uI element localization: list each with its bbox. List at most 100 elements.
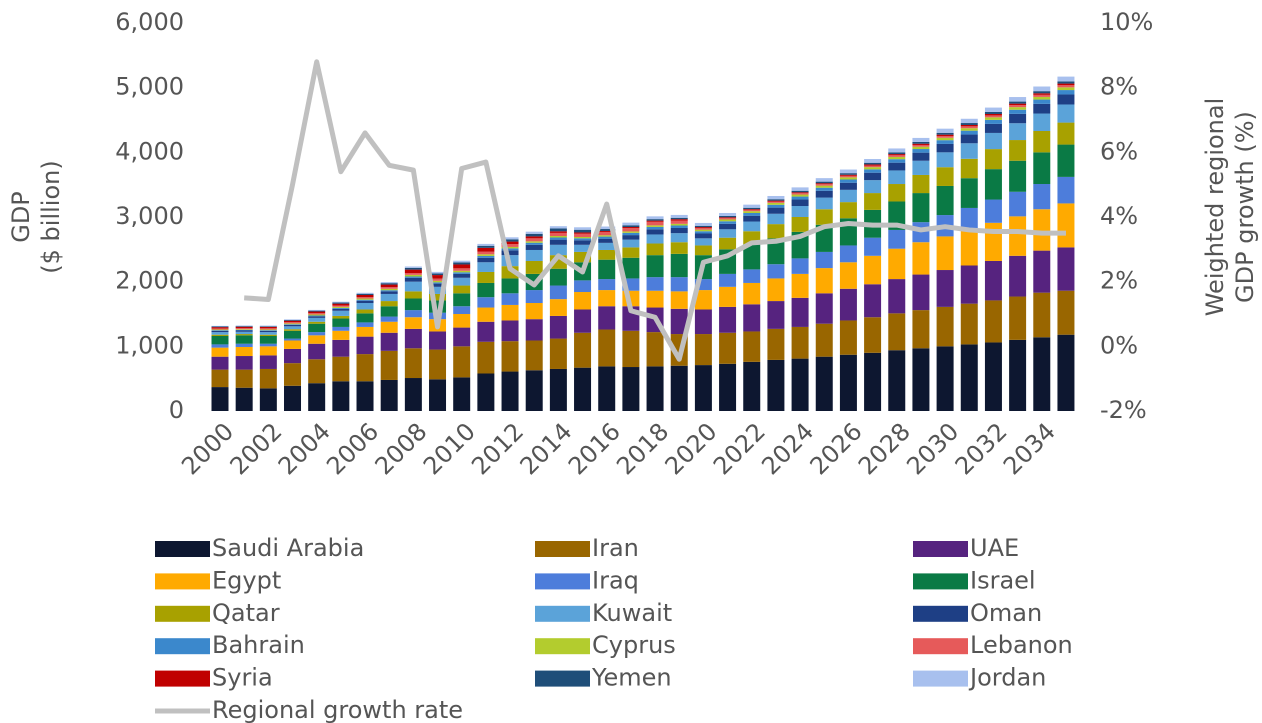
bar-segment xyxy=(1033,94,1051,97)
bar-segment xyxy=(791,258,809,274)
bar-segment xyxy=(308,310,326,312)
bar-segment xyxy=(743,211,761,213)
bar-segment xyxy=(839,354,857,411)
bar-segment xyxy=(912,160,930,175)
legend-swatch xyxy=(913,573,968,590)
bar-segment xyxy=(646,332,664,367)
bar-segment xyxy=(284,323,302,325)
bar-segment xyxy=(719,332,737,364)
bar-segment xyxy=(1057,203,1075,248)
bar-segment xyxy=(670,365,688,411)
bar-segment xyxy=(356,313,374,323)
legend-label: Iran xyxy=(592,534,639,562)
bar-segment xyxy=(670,227,688,234)
bar-segment xyxy=(888,229,906,249)
bar-segment xyxy=(694,279,712,291)
bar-segment xyxy=(404,298,422,311)
bar-segment xyxy=(308,335,326,344)
bar-segment xyxy=(888,184,906,202)
legend-label: Oman xyxy=(970,599,1042,627)
bar-segment xyxy=(404,281,422,292)
bar-segment xyxy=(719,223,737,230)
bar-segment xyxy=(791,196,809,200)
bar-segment xyxy=(791,199,809,207)
bar-segment xyxy=(501,237,519,240)
legend-swatch xyxy=(913,670,968,687)
bar-segment xyxy=(501,304,519,321)
bar-segment xyxy=(477,271,495,283)
bar-segment xyxy=(1033,130,1051,153)
bar-segment xyxy=(308,359,326,384)
bar-segment xyxy=(259,343,277,347)
bar-segment xyxy=(936,137,954,141)
bar-segment xyxy=(259,325,277,327)
x-tick-label: 2028 xyxy=(853,417,916,480)
bar-segment xyxy=(404,310,422,318)
bar-segment xyxy=(791,193,809,195)
bar-segment xyxy=(308,314,326,316)
bar-segment xyxy=(356,292,374,294)
bar-segment xyxy=(694,290,712,310)
bar-segment xyxy=(549,239,567,245)
bar-segment xyxy=(815,190,833,198)
y-tick-label: 5,000 xyxy=(115,73,184,101)
bar-segment xyxy=(308,311,326,314)
bar-segment xyxy=(984,222,1002,261)
bar-segment xyxy=(694,309,712,335)
bar-segment xyxy=(380,290,398,292)
bar-segment xyxy=(404,266,422,268)
bar-segment xyxy=(525,340,543,371)
bar-segment xyxy=(235,329,253,330)
bar-segment xyxy=(525,236,543,239)
bar-segment xyxy=(235,326,253,329)
bar-segment xyxy=(574,280,592,293)
bar-segment xyxy=(888,155,906,157)
bar-segment xyxy=(501,371,519,411)
bar-segment xyxy=(694,229,712,232)
bar-segment xyxy=(549,228,567,232)
bar-segment xyxy=(839,177,857,180)
bar-segment xyxy=(888,156,906,160)
x-tick-label: 2006 xyxy=(321,417,384,480)
bar-segment xyxy=(719,215,737,218)
bar-segment xyxy=(719,221,737,224)
bar-segment xyxy=(308,313,326,315)
legend-swatch xyxy=(535,573,590,590)
y-tick-label: 4,000 xyxy=(115,137,184,165)
bar-segment xyxy=(767,328,785,360)
bar-segment xyxy=(888,148,906,153)
bar-segment xyxy=(380,379,398,411)
bar-segment xyxy=(1057,144,1075,177)
bar-segment xyxy=(1057,87,1075,91)
bar-segment xyxy=(259,326,277,329)
bar-segment xyxy=(1009,191,1027,217)
bar-segment xyxy=(670,217,688,220)
bar-segment xyxy=(574,309,592,333)
bar-segment xyxy=(549,244,567,256)
bar-segment xyxy=(549,315,567,339)
bar-segment xyxy=(1057,122,1075,145)
bar-segment xyxy=(815,185,833,188)
bar-segment xyxy=(574,227,592,230)
bar-segment xyxy=(791,217,809,232)
bar-segment xyxy=(332,318,350,327)
bar-segment xyxy=(1009,140,1027,161)
bar-segment xyxy=(864,167,882,170)
bar-segment xyxy=(719,219,737,222)
bar-segment xyxy=(356,326,374,337)
bar-segment xyxy=(670,308,688,335)
bar-segment xyxy=(549,268,567,286)
legend-swatch xyxy=(535,638,590,655)
bar-segment xyxy=(888,152,906,155)
bar-segment xyxy=(477,254,495,256)
bar-segment xyxy=(308,332,326,336)
bar-segment xyxy=(549,236,567,238)
bar-segment xyxy=(984,199,1002,223)
bar-segment xyxy=(598,229,616,231)
bar-segment xyxy=(332,305,350,307)
bar-segment xyxy=(380,282,398,284)
bar-segment xyxy=(332,356,350,382)
bar-segment xyxy=(864,317,882,353)
bar-segment xyxy=(936,143,954,153)
bar-segment xyxy=(743,331,761,362)
